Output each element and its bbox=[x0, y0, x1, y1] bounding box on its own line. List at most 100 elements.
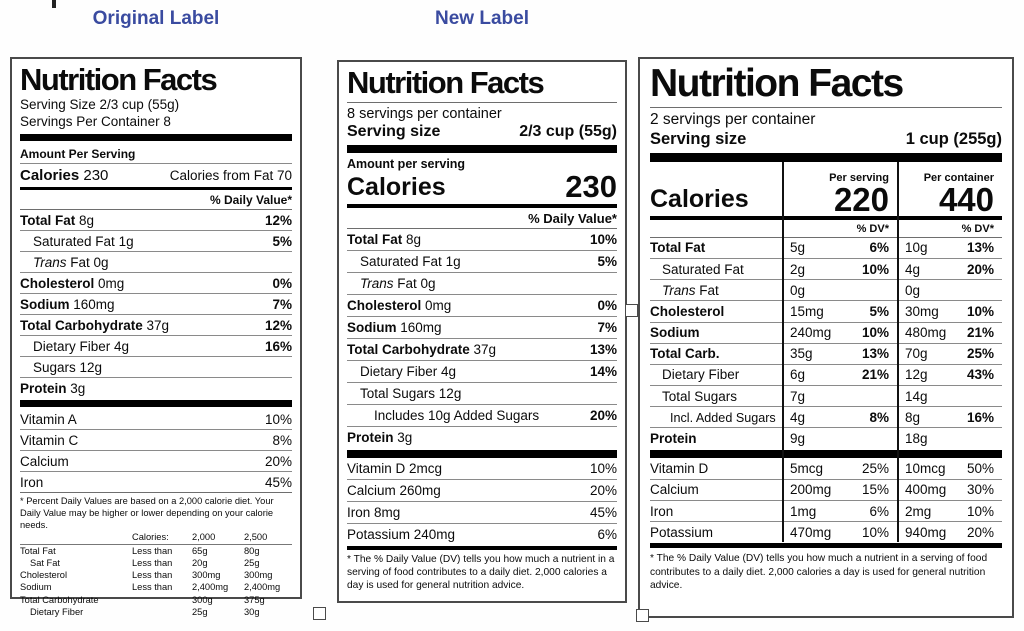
original-calories-from-fat: Calories from Fat 70 bbox=[169, 168, 292, 184]
nutrient-row: Total Sugars 12g bbox=[347, 381, 617, 404]
nutrient-amount: 400mg bbox=[905, 482, 947, 498]
rule bbox=[347, 227, 617, 229]
nutrient-values: 4g 20% bbox=[897, 262, 1002, 277]
resize-handle-bottom-right[interactable] bbox=[636, 609, 649, 622]
new-vitamin-rows: Vitamin D 2mcg 10% Calcium 260mg 20% Iron 8m… bbox=[347, 458, 617, 545]
nutrient-row: Saturated Fat 2g 10% 4g 20% bbox=[650, 257, 1002, 279]
new-footnote: * The % Daily Value (DV) tells you how m… bbox=[347, 553, 615, 592]
nutrient-name: Trans Fat bbox=[360, 275, 417, 291]
nutrient-row: Protein 9g 18g bbox=[650, 427, 1002, 448]
nutrient-amount: 15mg bbox=[790, 303, 824, 319]
dual-column-nutrition-label: Nutrition Facts 2 servings per container… bbox=[638, 57, 1014, 618]
nutrient-name-group: Trans Fat 0g bbox=[347, 276, 436, 291]
nutrient-row: Total Carbohydrate 37g 12% bbox=[20, 314, 292, 335]
footnote-table-row: Sodium Less than 2,400mg 2,400mg bbox=[20, 581, 292, 593]
nutrient-dv: 13% bbox=[589, 341, 617, 357]
nutrient-amount: 0g bbox=[790, 282, 806, 298]
footnote-table-cell: Dietary Fiber bbox=[30, 606, 84, 617]
footnote-table-cell bbox=[132, 594, 192, 606]
footnote-table-cell: 300g bbox=[192, 594, 213, 605]
nutrient-row: Calcium 20% bbox=[20, 450, 292, 471]
footnote-table-cell: 30g bbox=[244, 606, 260, 617]
nutrient-dv: 0% bbox=[597, 297, 617, 313]
dual-nutrient-rows: Total Fat 5g 6% 10g 13% Saturated Fat 2g 10% 4g 2… bbox=[650, 238, 1002, 458]
footnote-table-row: Dietary Fiber 25g 30g bbox=[20, 606, 292, 618]
nutrient-row: Sodium 160mg 7% bbox=[20, 293, 292, 314]
resize-handle-bottom-left[interactable] bbox=[313, 607, 326, 620]
footnote-table-cell: 2,500 bbox=[244, 532, 268, 543]
nutrient-values: 240mg 10% bbox=[782, 325, 897, 340]
nutrient-name: Total Sugars bbox=[662, 388, 738, 404]
nutrient-amount: 0g bbox=[416, 275, 436, 291]
nutrient-values: 5g 6% bbox=[782, 240, 897, 255]
nutrient-dv: 10% bbox=[589, 231, 617, 247]
nutrient-row: Trans Fat 0g 0g bbox=[650, 279, 1002, 300]
nutrient-name: Total Sugars bbox=[360, 385, 436, 401]
nutrient-amount: 480mg bbox=[905, 325, 947, 341]
medium-rule bbox=[347, 203, 617, 208]
nutrient-name-group: Total Sugars bbox=[650, 389, 782, 404]
thick-rule bbox=[650, 449, 1002, 458]
nutrient-name-group: Iron bbox=[20, 475, 43, 490]
footnote-table-cell bbox=[132, 606, 192, 618]
nutrient-name-group: Total Carbohydrate 37g bbox=[20, 318, 169, 333]
nutrient-dv: 45% bbox=[264, 474, 292, 490]
nutrient-dv: 25% bbox=[861, 461, 889, 477]
thick-rule bbox=[650, 543, 1002, 549]
thick-rule bbox=[20, 134, 292, 142]
nutrient-name-group: Potassium bbox=[650, 525, 782, 540]
resize-handle-middle-right[interactable] bbox=[625, 304, 638, 317]
dual-calories-block: Calories Per serving 220 Per container 4… bbox=[650, 162, 1002, 220]
nutrient-row: Dietary Fiber 4g 16% bbox=[20, 335, 292, 356]
nutrient-name-group: Iron bbox=[650, 504, 782, 519]
footnote-table-cell: Less than bbox=[132, 582, 173, 593]
nutrient-name: Dietary Fiber bbox=[33, 338, 111, 354]
nutrient-amount: 4g bbox=[905, 261, 921, 277]
nutrient-dv: 0% bbox=[272, 275, 292, 291]
nutrient-name: Calcium bbox=[650, 482, 699, 498]
nutrient-name-group: Dietary Fiber bbox=[650, 367, 782, 382]
nutrient-row: Cholesterol 0mg 0% bbox=[347, 293, 617, 316]
nutrient-amount: 30mg bbox=[905, 303, 939, 319]
nutrient-dv: 6% bbox=[597, 526, 617, 542]
nutrient-name: Vitamin C bbox=[20, 432, 79, 448]
nutrient-values: 10g 13% bbox=[897, 240, 1002, 255]
nutrient-values: 2mg 10% bbox=[897, 504, 1002, 519]
dual-dv-header-serving: % DV* bbox=[856, 222, 889, 235]
nutrient-dv: 45% bbox=[589, 504, 617, 520]
footnote-table-cell: 25g bbox=[244, 557, 260, 568]
nutrient-name: Dietary Fiber bbox=[360, 363, 438, 379]
nutrient-values: 15mg 5% bbox=[782, 304, 897, 319]
nutrient-name-group: Calcium bbox=[650, 482, 782, 497]
new-serving-size-label: Serving size bbox=[347, 122, 441, 140]
nutrient-name: Calcium bbox=[347, 482, 396, 498]
dual-footnote: * The % Daily Value (DV) tells you how m… bbox=[650, 553, 988, 591]
nutrient-amount: 470mg bbox=[790, 524, 832, 540]
original-footnote-table: Calories: 2,000 2,500 Total Fat Less than 65g… bbox=[20, 531, 292, 618]
nutrient-name: Saturated Fat bbox=[33, 233, 115, 249]
nutrient-values: 1mg 6% bbox=[782, 504, 897, 519]
nutrient-row: Protein 3g bbox=[347, 425, 617, 448]
stray-mark bbox=[52, 0, 56, 8]
nutrient-row: Sugars 12g bbox=[20, 356, 292, 377]
thick-rule bbox=[650, 152, 1002, 162]
nutrient-dv: 10% bbox=[264, 411, 292, 427]
rule bbox=[650, 106, 1002, 108]
nutrient-name: Includes 10g Added Sugars bbox=[374, 407, 540, 423]
nutrient-name: Sugars bbox=[33, 359, 76, 375]
nutrient-dv: 20% bbox=[966, 261, 994, 277]
footnote-table-cell: 2,400mg bbox=[192, 582, 229, 593]
footnote-table-cell: 300mg bbox=[192, 570, 221, 581]
nutrient-dv: 21% bbox=[966, 325, 994, 341]
nutrient-values: 2g 10% bbox=[782, 262, 897, 277]
footnote-table-cell: Total Carbohydrate bbox=[20, 594, 99, 605]
nutrient-name-group: Sodium 160mg bbox=[347, 320, 442, 335]
nutrient-amount: 6g bbox=[790, 367, 806, 383]
nutrient-amount: 2mg bbox=[905, 503, 932, 519]
column-divider bbox=[897, 161, 899, 543]
nutrient-dv: 7% bbox=[272, 296, 292, 312]
original-nutrition-label: Nutrition Facts Serving Size 2/3 cup (55… bbox=[10, 57, 302, 617]
nutrient-name-group: Total Carb. bbox=[650, 346, 782, 361]
dual-vitamin-rows: Vitamin D 5mcg 25% 10mcg 50% Calcium 200mg 15% 4… bbox=[650, 459, 1002, 543]
nutrient-name-group: Vitamin D bbox=[650, 461, 782, 476]
